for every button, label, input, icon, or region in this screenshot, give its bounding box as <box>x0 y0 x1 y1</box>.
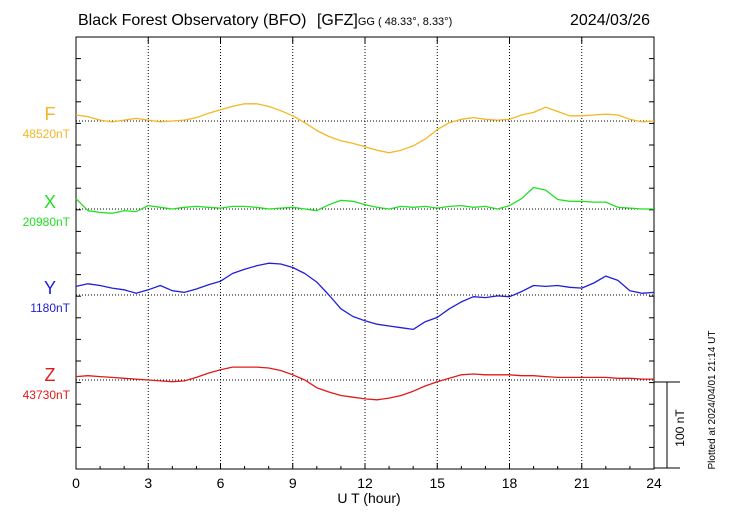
plotted-timestamp: Plotted at 2024/04/01 21:14 UT <box>707 331 718 470</box>
series-name-x: X <box>44 192 56 212</box>
series-name-y: Y <box>44 278 56 298</box>
series-baseline-label-z: 43730nT <box>23 388 71 402</box>
x-tick-label-18: 18 <box>502 475 518 491</box>
series-line-z <box>75 366 654 401</box>
date-label: 2024/03/26 <box>570 12 651 29</box>
x-tick-label-3: 3 <box>144 475 152 491</box>
scale-bar-label: 100 nT <box>673 409 687 447</box>
source-label: [GFZ] <box>316 12 358 29</box>
x-axis-label: U T (hour) <box>337 490 400 506</box>
x-tick-label-24: 24 <box>646 475 662 491</box>
observatory-name: Black Forest Observatory (BFO) <box>78 12 307 29</box>
x-tick-label-21: 21 <box>574 475 590 491</box>
x-tick-label-6: 6 <box>217 475 225 491</box>
coordinates-label: GG ( 48.33°, 8.33°) <box>357 16 453 28</box>
series-baseline-label-y: 1180nT <box>30 301 70 315</box>
series-baseline-label-x: 20980nT <box>23 215 71 229</box>
series-name-f: F <box>45 104 56 124</box>
x-tick-label-0: 0 <box>72 475 80 491</box>
series-line-x <box>75 186 654 214</box>
series-name-z: Z <box>45 365 56 385</box>
series-line-y <box>75 262 655 331</box>
x-tick-label-9: 9 <box>289 475 297 491</box>
x-tick-label-15: 15 <box>429 475 445 491</box>
chart-title: Black Forest Observatory (BFO) [GFZ]GG (… <box>78 12 452 30</box>
series-baseline-label-f: 48520nT <box>23 127 71 141</box>
x-tick-label-12: 12 <box>357 475 373 491</box>
series-line-f <box>75 103 655 154</box>
